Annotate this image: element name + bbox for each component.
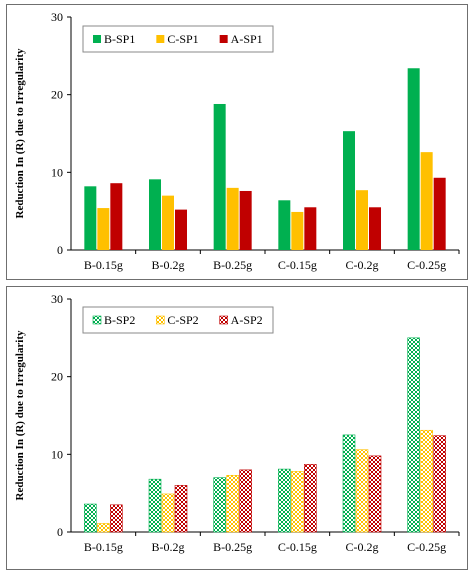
y-tick-label: 20	[51, 88, 63, 102]
bar-c-sp2-c-0-2g	[355, 449, 369, 533]
bar-b-sp1-c-0-15g	[278, 200, 291, 250]
bar-c-sp2-c-0-25g	[420, 429, 433, 533]
bar-b-sp1-c-0-25g	[407, 68, 420, 250]
y-tick-label: 0	[57, 525, 63, 539]
y-tick-label: 30	[51, 10, 63, 24]
legend-label-c-sp2: C-SP2	[167, 313, 198, 327]
bar-b-sp2-c-0-25g	[407, 337, 420, 533]
legend-label-a-sp2: A-SP2	[231, 313, 263, 327]
bar-b-sp2-b-0-25g	[213, 477, 226, 533]
bar-c-sp1-c-0-15g	[291, 211, 304, 250]
x-tick-label-c-0-2g: C-0.2g	[346, 540, 379, 554]
bar-a-sp2-b-0-2g	[174, 485, 188, 533]
y-axis-title: Reduction In (R) due to Irregularity	[14, 330, 26, 500]
bar-c-sp2-b-0-15g	[97, 523, 110, 533]
y-tick-label: 30	[51, 292, 63, 306]
y-axis-title: Reduction In (R) due to Irregularity	[14, 48, 26, 218]
bar-c-sp1-c-0-2g	[356, 190, 368, 250]
chart-panel-sp1: Reduction In (R) due to Irregularity 0 10 2…	[6, 4, 468, 280]
x-tick-label-b-0-25g: B-0.25g	[213, 540, 252, 554]
bar-a-sp2-c-0-2g	[368, 455, 382, 533]
bar-b-sp2-b-0-15g	[84, 503, 97, 533]
bar-c-sp1-b-0-15g	[97, 208, 110, 250]
bar-b-sp1-b-0-2g	[149, 179, 161, 250]
bar-b-sp1-c-0-2g	[343, 131, 355, 250]
bar-b-sp2-c-0-2g	[342, 434, 356, 533]
legend-box	[82, 306, 274, 334]
chart-sp1: Reduction In (R) due to Irregularity 0 10 2…	[14, 10, 460, 272]
x-tick-label-b-0-15g: B-0.15g	[84, 258, 123, 272]
x-tick-label-b-0-2g: B-0.2g	[152, 258, 185, 272]
legend-swatch-a-sp1	[219, 35, 228, 43]
chart-panel-sp2: Reduction In (R) due to Irregularity 0 10 2…	[6, 286, 468, 570]
bar-b-sp1-b-0-15g	[84, 186, 97, 250]
bar-b-sp2-c-0-15g	[278, 468, 291, 533]
legend-label-b-sp2: B-SP2	[104, 313, 135, 327]
legend-swatch-b-sp2	[92, 315, 102, 325]
x-tick-label-c-0-15g: C-0.15g	[278, 540, 317, 554]
legend-swatch-c-sp1	[156, 35, 165, 43]
y-tick-label: 10	[51, 447, 63, 461]
bar-c-sp1-b-0-2g	[162, 195, 174, 250]
bar-a-sp1-c-0-15g	[304, 207, 317, 250]
y-tick-label: 10	[51, 165, 63, 179]
bar-a-sp1-b-0-25g	[239, 190, 252, 250]
bar-a-sp1-c-0-25g	[433, 177, 446, 250]
legend-label-c-sp1: C-SP1	[167, 32, 198, 46]
chart-sp2: Reduction In (R) due to Irregularity 0 10 2…	[14, 292, 460, 554]
legend-swatch-c-sp2	[156, 315, 165, 325]
bar-a-sp1-c-0-2g	[369, 207, 381, 250]
x-tick-label-c-0-25g: C-0.25g	[407, 540, 446, 554]
x-tick-label-c-0-25g: C-0.25g	[407, 258, 446, 272]
x-tick-label-b-0-15g: B-0.15g	[84, 540, 123, 554]
legend-box	[82, 25, 274, 53]
x-tick-label-c-0-15g: C-0.15g	[278, 258, 317, 272]
bar-b-sp1-b-0-25g	[213, 103, 226, 250]
legend-swatch-a-sp2	[219, 315, 228, 325]
bar-c-sp2-b-0-2g	[161, 493, 175, 533]
bar-c-sp2-c-0-15g	[291, 471, 304, 533]
x-tick-label-c-0-2g: C-0.2g	[346, 258, 379, 272]
bar-a-sp2-b-0-15g	[110, 504, 123, 533]
bar-c-sp2-b-0-25g	[226, 475, 239, 533]
y-tick-label: 0	[57, 243, 63, 257]
bar-a-sp1-b-0-15g	[110, 183, 123, 250]
x-tick-label-b-0-2g: B-0.2g	[152, 540, 185, 554]
bar-c-sp1-c-0-25g	[420, 152, 433, 250]
bar-a-sp1-b-0-2g	[175, 209, 187, 250]
bar-a-sp2-c-0-25g	[433, 435, 446, 533]
legend-label-b-sp1: B-SP1	[104, 32, 135, 46]
legend-swatch-b-sp1	[93, 35, 101, 43]
bar-c-sp1-b-0-25g	[226, 187, 239, 250]
x-tick-label-b-0-25g: B-0.25g	[213, 258, 252, 272]
bar-a-sp2-b-0-25g	[239, 469, 252, 533]
y-tick-label: 20	[51, 370, 63, 384]
bar-b-sp2-b-0-2g	[148, 478, 162, 533]
legend-label-a-sp1: A-SP1	[231, 32, 263, 46]
bar-a-sp2-c-0-15g	[304, 464, 317, 533]
